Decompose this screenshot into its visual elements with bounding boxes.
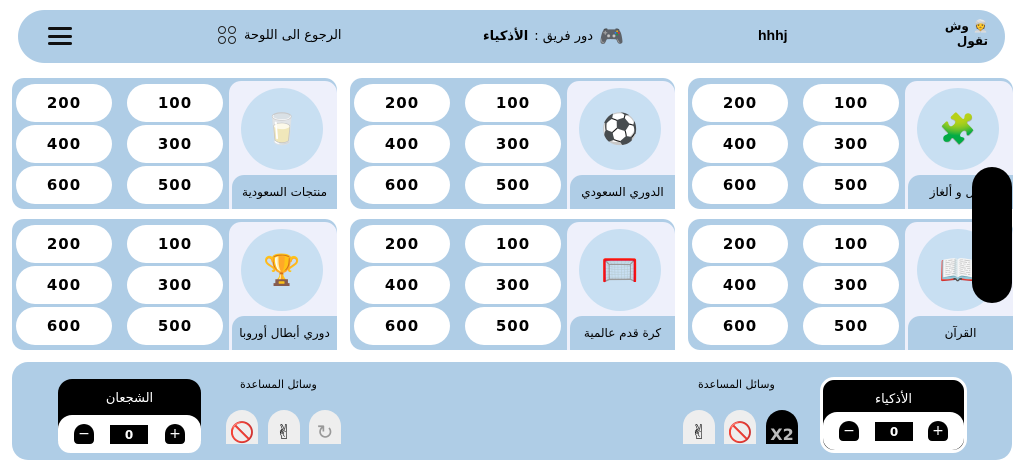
question-button[interactable]: 400 [692,125,788,163]
victory-hand-icon[interactable]: ✌ [683,410,715,444]
question-button[interactable]: 200 [354,84,450,122]
no-entry-icon[interactable]: 🚫 [226,410,258,444]
category-panel[interactable]: ⚽ الدوري السعودي [567,81,675,209]
question-button[interactable]: 400 [692,266,788,304]
category-card: 200 100 400 300 600 500 🏆 دوري أبطال أوروبا [12,219,337,350]
question-button[interactable]: 500 [127,166,223,204]
question-button[interactable]: 100 [803,225,899,263]
team-score: 0 [110,425,148,444]
question-button[interactable]: 100 [465,225,561,263]
question-button[interactable]: 100 [465,84,561,122]
category-panel[interactable]: 🥅 كرة قدم عالمية [567,222,675,350]
category-name: كرة قدم عالمية [570,316,675,350]
username: hhhj [758,27,788,43]
victory-hand-icon[interactable]: ✌ [268,410,300,444]
logo: 👳 وش تقول [944,19,988,48]
question-button[interactable]: 100 [127,84,223,122]
question-button[interactable]: 500 [803,166,899,204]
question-button[interactable]: 200 [354,225,450,263]
hamburger-icon[interactable] [48,27,72,45]
category-card: 200 100 400 300 600 500 🥅 كرة قدم عالمية [350,219,675,350]
question-button[interactable]: 600 [16,166,112,204]
question-button[interactable]: 300 [803,266,899,304]
category-name: القرآن [908,316,1013,350]
category-card: 200 100 400 300 600 500 ⚽ الدوري السعودي [350,78,675,209]
question-button[interactable]: 300 [465,266,561,304]
category-name: الدوري السعودي [570,175,675,209]
question-button[interactable]: 600 [354,307,450,345]
question-button[interactable]: 600 [354,166,450,204]
top-bar: الرجوع الى اللوحة 🎮 دور فريق : الأذكياء … [18,10,1005,63]
question-button[interactable]: 100 [803,84,899,122]
category-panel[interactable]: 🏆 دوري أبطال أوروبا [229,222,337,350]
question-button[interactable]: 600 [692,166,788,204]
team-card-adhkiya: الأذكياء − 0 + [820,377,967,453]
back-to-board-button[interactable]: الرجوع الى اللوحة [218,26,342,44]
question-button[interactable]: 400 [16,125,112,163]
category-image: 🥅 [579,229,661,311]
refresh-icon[interactable]: ↻ [309,410,341,444]
category-name: منتجات السعودية [232,175,337,209]
question-button[interactable]: 600 [692,307,788,345]
turn-team: الأذكياء [483,28,529,44]
decrease-score-button[interactable]: − [74,424,94,444]
question-button[interactable]: 600 [16,307,112,345]
help-tools-label: وسائل المساعدة [698,378,775,391]
question-button[interactable]: 400 [354,266,450,304]
team-card-shujaan: الشجعان − 0 + [58,379,201,453]
question-button[interactable]: 400 [354,125,450,163]
team-name: الشجعان [105,391,154,406]
teams-panel: الأذكياء − 0 + وسائل المساعدة X2 🚫 ✌ الش… [12,362,1012,460]
question-button[interactable]: 200 [692,225,788,263]
question-button[interactable]: 500 [127,307,223,345]
turn-indicator: 🎮 دور فريق : الأذكياء [483,24,624,48]
category-card: 200 100 400 300 600 500 🥛 منتجات السعودية [12,78,337,209]
gamepad-icon: 🎮 [599,24,624,48]
grid-icon [218,26,236,44]
category-image: 🧩 [917,88,999,170]
category-image: 🏆 [241,229,323,311]
team-name: الأذكياء [874,392,912,407]
category-name: دوري أبطال أوروبا [232,316,337,350]
question-button[interactable]: 100 [127,225,223,263]
category-panel[interactable]: 🥛 منتجات السعودية [229,81,337,209]
question-button[interactable]: 300 [127,125,223,163]
scrollbar-thumb[interactable] [972,167,1012,303]
no-entry-icon[interactable]: 🚫 [724,410,756,444]
turn-label: دور فريق : [534,28,594,44]
help-tools-label: وسائل المساعدة [240,378,317,391]
question-button[interactable]: 500 [465,307,561,345]
question-button[interactable]: 500 [465,166,561,204]
x2-icon[interactable]: X2 [766,410,798,444]
category-card: 200 100 400 300 600 500 📖 القرآن [688,219,1013,350]
increase-score-button[interactable]: + [165,424,185,444]
decrease-score-button[interactable]: − [839,421,859,441]
team-score: 0 [875,422,913,441]
question-button[interactable]: 200 [16,225,112,263]
question-button[interactable]: 300 [803,125,899,163]
question-button[interactable]: 200 [16,84,112,122]
category-image: 🥛 [241,88,323,170]
question-button[interactable]: 300 [465,125,561,163]
category-card: 200 100 400 300 600 500 🧩 أمثال و ألغاز [688,78,1013,209]
increase-score-button[interactable]: + [928,421,948,441]
question-button[interactable]: 400 [16,266,112,304]
question-button[interactable]: 300 [127,266,223,304]
question-button[interactable]: 500 [803,307,899,345]
back-to-board-label: الرجوع الى اللوحة [244,27,342,43]
category-image: ⚽ [579,88,661,170]
question-button[interactable]: 200 [692,84,788,122]
